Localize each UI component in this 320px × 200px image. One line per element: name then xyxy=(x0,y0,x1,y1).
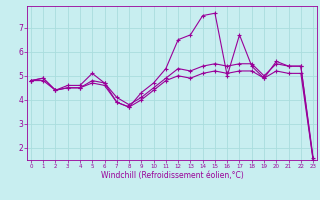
X-axis label: Windchill (Refroidissement éolien,°C): Windchill (Refroidissement éolien,°C) xyxy=(100,171,244,180)
